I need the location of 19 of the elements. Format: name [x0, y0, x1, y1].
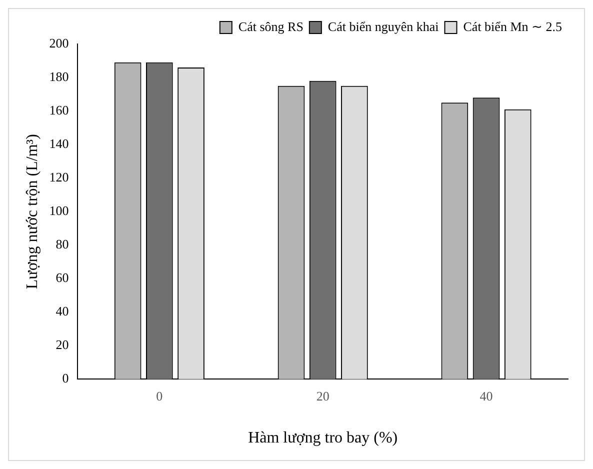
- x-axis-title: Hàm lượng tro bay (%): [248, 430, 398, 447]
- y-tick-label: 60: [56, 270, 69, 286]
- legend-label: Cát biển nguyên khai: [328, 18, 440, 34]
- y-tick-label: 180: [49, 68, 69, 84]
- y-tick-label: 140: [49, 136, 69, 151]
- y-tick-label: 120: [49, 170, 69, 184]
- x-tick-label: 40: [480, 388, 493, 404]
- x-tick-label: 0: [156, 388, 163, 404]
- y-tick-label: 160: [49, 102, 69, 118]
- y-tick-label: 80: [56, 236, 69, 252]
- x-tick-label: 20: [316, 388, 330, 404]
- legend-label: Cát sông RS: [238, 18, 304, 34]
- y-tick-label: 200: [49, 35, 69, 50]
- y-tick-label: 100: [49, 203, 69, 218]
- legend-label: Cát biển Mn ∼ 2.5: [463, 18, 562, 34]
- y-axis-title: Lượng nước trộn (L/m³): [24, 134, 41, 290]
- y-tick-label: 40: [56, 304, 69, 319]
- y-tick-label: 20: [56, 337, 69, 352]
- y-tick-label: 0: [62, 370, 69, 386]
